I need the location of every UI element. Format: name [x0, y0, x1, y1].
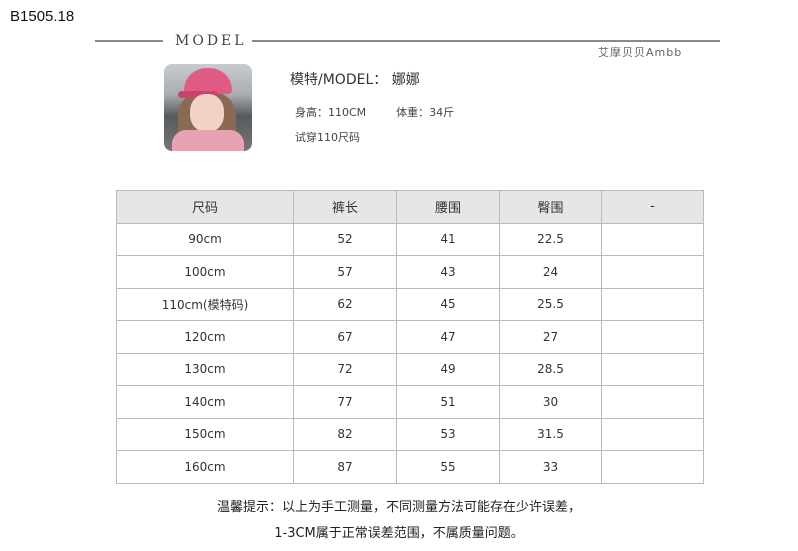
model-height: 身高：110CM: [295, 106, 367, 119]
size-table: 尺码 裤长 腰围 臀围 - 90cm 52 41 22.5 100cm 57 43 24 110cm(模…: [116, 190, 704, 484]
table-header: 尺码 裤长 腰围 臀围 -: [116, 190, 704, 224]
table-cell: 25.5: [499, 287, 602, 321]
brand-label: 艾摩贝贝Ambb: [598, 46, 683, 59]
table-row: 130cm 72 49 28.5: [116, 352, 704, 386]
model-name-value: 娜娜: [391, 72, 420, 88]
table-row: 150cm 82 53 31.5: [116, 417, 704, 451]
table-cell: 90cm: [116, 222, 294, 256]
table-row: 110cm(模特码) 62 45 25.5: [116, 287, 704, 321]
table-cell: 53: [396, 417, 500, 451]
table-cell: [601, 417, 704, 451]
model-photo: [164, 64, 252, 151]
product-code: B1505.18: [10, 8, 75, 25]
column-header: 尺码: [116, 190, 294, 224]
column-header: 裤长: [293, 190, 397, 224]
table-cell: [601, 352, 704, 386]
table-cell: 67: [293, 320, 397, 354]
table-cell: 52: [293, 222, 397, 256]
table-cell: 24: [499, 255, 602, 289]
table-cell: 47: [396, 320, 500, 354]
table-cell: 120cm: [116, 320, 294, 354]
table-cell: 28.5: [499, 352, 602, 386]
table-cell: 160cm: [116, 450, 294, 484]
table-cell: [601, 320, 704, 354]
note-line-2: 1-3CM属于正常误差范围，不属质量问题。: [274, 526, 524, 541]
table-cell: 55: [396, 450, 500, 484]
table-cell: 27: [499, 320, 602, 354]
table-cell: 130cm: [116, 352, 294, 386]
table-cell: [601, 287, 704, 321]
table-cell: 100cm: [116, 255, 294, 289]
column-header: 臀围: [499, 190, 602, 224]
table-cell: 140cm: [116, 385, 294, 419]
table-cell: 51: [396, 385, 500, 419]
model-name-label: 模特/MODEL：: [290, 72, 388, 88]
table-cell: 22.5: [499, 222, 602, 256]
table-cell: [601, 222, 704, 256]
table-cell: [601, 255, 704, 289]
table-cell: 30: [499, 385, 602, 419]
table-cell: 57: [293, 255, 397, 289]
divider-right: [252, 40, 720, 42]
table-row: 140cm 77 51 30: [116, 385, 704, 419]
model-weight: 体重：34斤: [396, 106, 455, 119]
table-cell: 31.5: [499, 417, 602, 451]
table-cell: 62: [293, 287, 397, 321]
divider-left: [95, 40, 163, 42]
model-trial-size: 试穿110尺码: [295, 131, 360, 144]
table-cell: 110cm(模特码): [116, 287, 294, 321]
table-cell: 150cm: [116, 417, 294, 451]
table-row: 160cm 87 55 33: [116, 450, 704, 484]
table-cell: 82: [293, 417, 397, 451]
model-stats: 身高：110CM 体重：34斤: [295, 104, 484, 120]
table-cell: 77: [293, 385, 397, 419]
table-row: 120cm 67 47 27: [116, 320, 704, 354]
model-name: 模特/MODEL： 娜娜: [290, 69, 420, 89]
table-cell: 33: [499, 450, 602, 484]
table-row: 100cm 57 43 24: [116, 255, 704, 289]
table-cell: [601, 385, 704, 419]
table-cell: 87: [293, 450, 397, 484]
table-cell: 41: [396, 222, 500, 256]
column-header: 腰围: [396, 190, 500, 224]
table-cell: 49: [396, 352, 500, 386]
table-row: 90cm 52 41 22.5: [116, 222, 704, 256]
table-cell: 72: [293, 352, 397, 386]
table-cell: 43: [396, 255, 500, 289]
table-cell: [601, 450, 704, 484]
table-cell: 45: [396, 287, 500, 321]
note-line-1: 温馨提示：以上为手工测量，不同测量方法可能存在少许误差，: [216, 500, 581, 515]
column-header: -: [601, 190, 704, 224]
section-title: MODEL: [175, 33, 247, 49]
